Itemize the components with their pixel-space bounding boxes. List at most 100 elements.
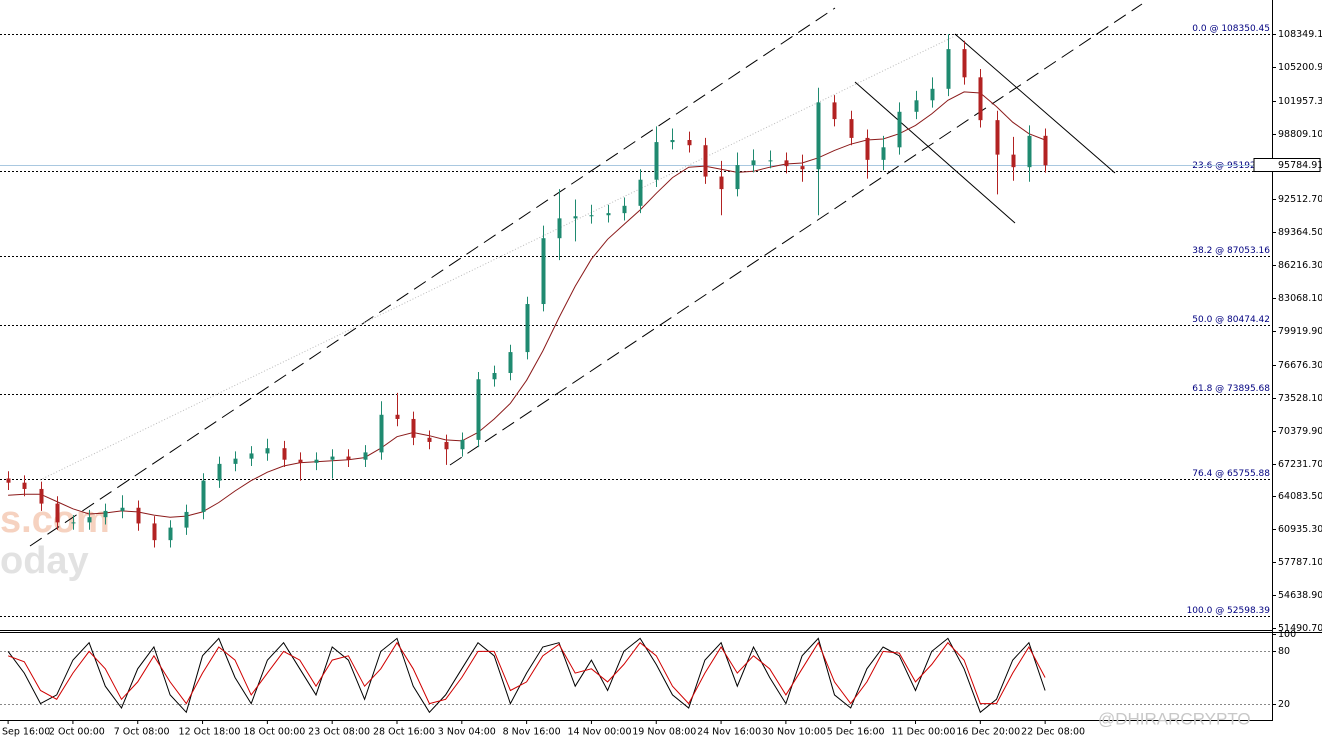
y-tick-label: 101957.30	[1278, 96, 1322, 107]
y-tick-label: 89364.50	[1278, 227, 1322, 238]
candle-body	[427, 437, 432, 442]
y-tick-label: 80	[1278, 646, 1290, 657]
oscillator-line	[7, 637, 1046, 714]
candle-body	[411, 418, 416, 438]
candle-body	[881, 147, 886, 160]
candle-body	[638, 179, 643, 206]
y-tick-label: 79919.90	[1278, 326, 1322, 337]
candle-body	[55, 503, 60, 523]
y-tick-label: 70379.90	[1278, 426, 1322, 437]
candle-body	[103, 510, 108, 518]
down-channel-lower	[854, 81, 1016, 224]
candle-body	[282, 448, 287, 460]
fib-label: 0.0 @ 108350.45	[1192, 24, 1270, 34]
x-tick-label: 30 Nov 10:00	[762, 727, 826, 738]
y-tick-label: 105200.90	[1278, 62, 1322, 73]
fib-label: 50.0 @ 80474.42	[1192, 315, 1270, 325]
candle-body	[865, 137, 870, 160]
x-tick-label: 8 Nov 16:00	[503, 727, 561, 738]
watermark-text: oday	[0, 540, 89, 582]
candle-body	[978, 77, 983, 121]
candle-body	[946, 49, 951, 89]
x-tick-label: 7 Oct 08:00	[114, 727, 170, 738]
candle-body	[670, 140, 675, 143]
y-tick-label: 60935.30	[1278, 524, 1322, 535]
candle-body	[1011, 154, 1016, 168]
x-tick-label: 24 Nov 16:00	[697, 727, 761, 738]
watermark-text: s.com	[0, 499, 110, 541]
y-tick-label: 100	[1278, 629, 1296, 640]
fib-label: 38.2 @ 87053.16	[1192, 246, 1270, 256]
channel-upper	[29, 7, 836, 547]
x-tick-label: 12 Oct 18:00	[179, 727, 241, 738]
y-tick-label: 73528.10	[1278, 393, 1322, 404]
down-channel-upper	[954, 33, 1116, 174]
candle-body	[233, 458, 238, 464]
candle-body	[265, 448, 270, 454]
candle-body	[525, 304, 530, 353]
candle-body	[1027, 135, 1032, 168]
credit: @DHIRARCRYPTO	[1098, 709, 1251, 728]
candle-body	[606, 213, 611, 216]
candle-body	[1043, 135, 1048, 166]
y-tick-label: 92512.70	[1278, 194, 1322, 205]
candle-body	[622, 205, 627, 214]
candle-body	[930, 88, 935, 101]
candle-body	[687, 140, 692, 146]
candle-body	[784, 160, 789, 167]
channel-lower	[449, 3, 1143, 466]
fib-label: 100.0 @ 52598.39	[1187, 606, 1271, 616]
x-tick-label: 28 Oct 16:00	[373, 727, 435, 738]
candle-body	[249, 453, 254, 459]
y-tick-label: 64083.50	[1278, 491, 1322, 502]
candle-body	[800, 166, 805, 170]
candle-body	[460, 439, 465, 450]
candle-body	[298, 459, 303, 463]
candle-body	[541, 238, 546, 305]
candle-body	[573, 216, 578, 219]
candle-body	[816, 102, 821, 170]
x-tick-label: 11 Dec 00:00	[892, 727, 956, 738]
x-tick-label: 14 Nov 00:00	[567, 727, 631, 738]
candle-body	[87, 517, 92, 523]
candle-body	[363, 452, 368, 460]
candle-body	[914, 100, 919, 112]
x-tick-label: 19 Nov 08:00	[632, 727, 696, 738]
candle-body	[897, 111, 902, 148]
fib-label: 61.8 @ 73895.68	[1192, 384, 1270, 394]
trend-lines	[29, 3, 1143, 547]
candle-body	[346, 456, 351, 460]
candle-body	[492, 372, 497, 380]
y-tick-label: 83068.10	[1278, 293, 1322, 304]
candle-body	[152, 523, 157, 541]
candle-body	[6, 478, 11, 483]
y-tick-label: 108349.10	[1278, 29, 1322, 40]
candle-body	[719, 176, 724, 190]
y-tick-label: 98809.10	[1278, 129, 1322, 140]
candle-body	[379, 414, 384, 453]
candle-body	[395, 414, 400, 419]
y-tick-label: 86216.30	[1278, 260, 1322, 271]
candle-body	[735, 165, 740, 190]
candle-body	[120, 507, 125, 511]
last-price-label: 95784.91	[1278, 160, 1322, 171]
candle-body	[168, 527, 173, 541]
moving-average	[8, 91, 1046, 518]
candle-body	[39, 488, 44, 504]
last-price-box	[1253, 158, 1321, 172]
candle-body	[217, 463, 222, 481]
x-tick-label: 3 Nov 04:00	[438, 727, 496, 738]
candle-body	[508, 352, 513, 373]
candle-body	[703, 145, 708, 177]
candle-body	[136, 507, 141, 524]
candle-body	[751, 160, 756, 166]
y-tick-label: 76676.30	[1278, 360, 1322, 371]
y-tick-label: 57787.10	[1278, 557, 1322, 568]
oscillator-panel	[0, 637, 1272, 714]
candle-body	[768, 160, 773, 162]
y-tick-label: 51490.70	[1278, 623, 1322, 634]
